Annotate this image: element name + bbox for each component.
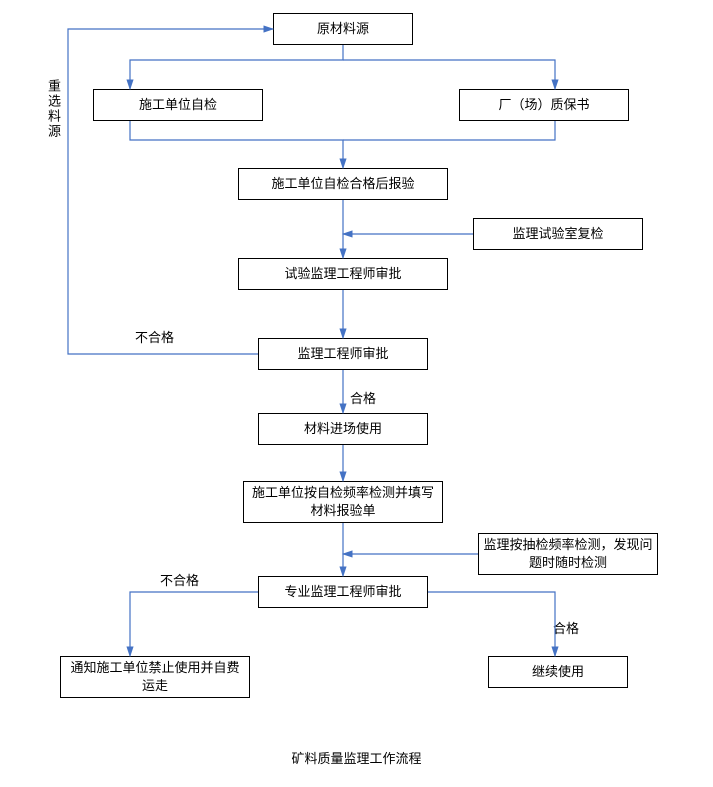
diagram-caption: 矿料质量监理工作流程	[0, 748, 713, 767]
label-pass-2: 合格	[553, 618, 579, 637]
node-submit-after-pass: 施工单位自检合格后报验	[238, 168, 448, 200]
node-lab-recheck: 监理试验室复检	[473, 218, 643, 250]
node-notify-stop: 通知施工单位禁止使用并自费运走	[60, 656, 250, 698]
label-pass-1: 合格	[350, 388, 376, 407]
node-pro-engineer-approve: 专业监理工程师审批	[258, 576, 428, 608]
label-reselect-source: 重选料源	[44, 79, 63, 139]
node-spot-check: 监理按抽检频率检测，发现问题时随时检测	[478, 533, 658, 575]
label-fail-1: 不合格	[135, 327, 174, 346]
node-continue-use: 继续使用	[488, 656, 628, 688]
node-freq-check-fill: 施工单位按自检频率检测并填写材料报验单	[243, 481, 443, 523]
node-material-use: 材料进场使用	[258, 413, 428, 445]
node-source: 原材料源	[273, 13, 413, 45]
node-supervisor-approve: 监理工程师审批	[258, 338, 428, 370]
node-test-engineer-approve: 试验监理工程师审批	[238, 258, 448, 290]
node-self-inspect: 施工单位自检	[93, 89, 263, 121]
label-fail-2: 不合格	[160, 570, 199, 589]
node-warranty: 厂（场）质保书	[459, 89, 629, 121]
